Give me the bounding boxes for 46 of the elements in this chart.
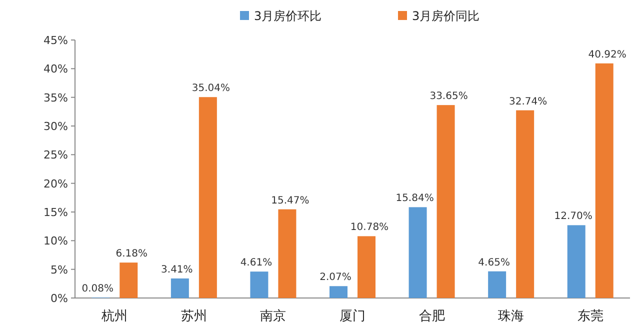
bar [567,225,586,298]
y-tick-label: 45% [44,34,68,47]
y-tick-label: 40% [44,62,68,76]
data-label: 0.08% [82,284,114,295]
bar [250,272,268,298]
y-tick-label: 10% [44,234,68,248]
bar [330,286,348,298]
bar [120,262,138,298]
y-tick-label: 15% [44,206,68,219]
bar [408,207,427,298]
data-label: 40.92% [588,49,626,60]
data-label: 32.74% [509,96,548,108]
data-label: 4.65% [478,257,510,268]
bar [436,105,455,298]
y-tick-label: 20% [44,177,68,190]
x-tick-label: 珠海 [498,309,524,324]
legend-label: 3月房价同比 [412,9,480,23]
y-tick-label: 0% [50,292,68,305]
x-tick-label: 南京 [260,309,286,324]
y-tick-label: 30% [44,120,68,133]
bar [516,110,534,298]
y-tick-label: 5% [50,263,68,276]
bar [595,63,614,298]
x-tick-label: 厦门 [340,308,366,324]
data-label: 6.18% [116,248,148,260]
bar [278,209,296,298]
y-tick-label: 35% [44,91,68,104]
data-label: 12.70% [554,211,592,222]
x-tick-label: 东莞 [577,309,604,324]
data-label: 35.04% [192,83,230,94]
bar [488,271,506,298]
x-tick-label: 苏州 [180,309,207,324]
bar [198,97,217,298]
data-label: 3.41% [161,264,193,276]
data-label: 10.78% [350,222,389,234]
data-label: 4.61% [240,258,272,269]
data-label: 15.47% [271,195,310,206]
x-tick-label: 杭州 [100,309,128,324]
bar [170,278,189,298]
y-tick-label: 25% [44,148,68,162]
x-tick-label: 合肥 [418,309,445,324]
data-label: 33.65% [430,91,468,102]
bar [358,236,376,298]
data-label: 15.84% [396,193,434,204]
legend-label: 3月房价环比 [254,9,322,23]
data-label: 2.07% [320,272,352,284]
